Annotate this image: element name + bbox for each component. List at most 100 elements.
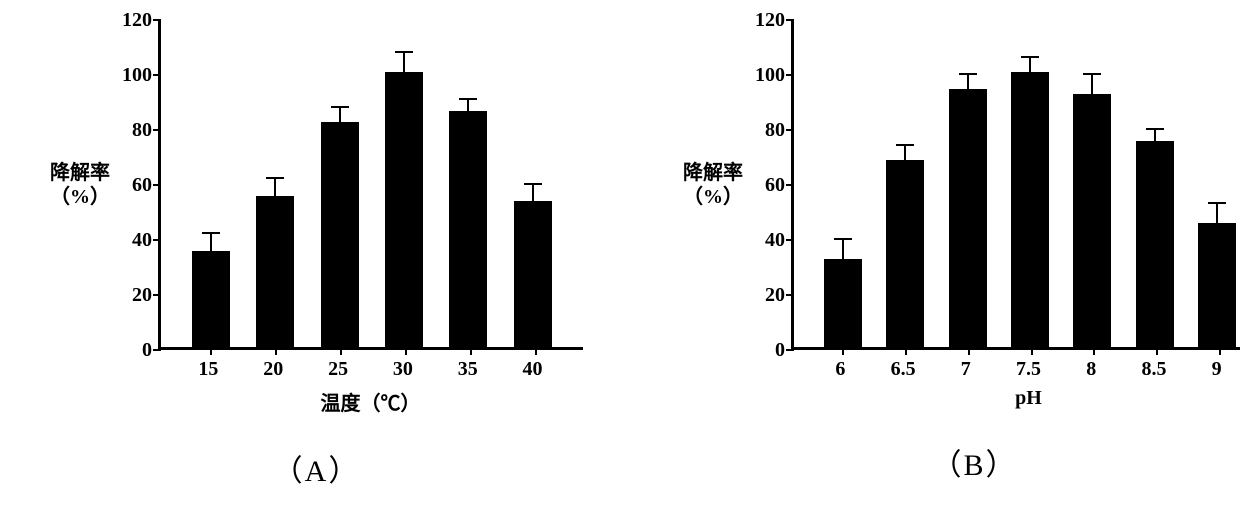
bar-slot: [874, 20, 936, 347]
y-tick-mark: [153, 19, 161, 21]
error-line: [842, 240, 844, 259]
bar-slot: [372, 20, 436, 347]
y-tick-mark: [153, 74, 161, 76]
bar: [824, 259, 862, 347]
bar-slot: [1186, 20, 1240, 347]
chart-a-plot-wrap: 152025303540 温度（℃）: [158, 20, 583, 416]
error-line: [904, 146, 906, 160]
bar-slot: [937, 20, 999, 347]
x-tick-label: 35: [435, 358, 500, 381]
bar-slot: [999, 20, 1061, 347]
chart-b: 降解率 （%） 120100806040200 66.577.588.59 pH…: [683, 20, 1240, 490]
error-bar: [202, 232, 220, 251]
error-line: [967, 75, 969, 89]
bar-slot: [1123, 20, 1185, 347]
x-tick-mark: [968, 347, 970, 355]
x-tick-mark: [1031, 347, 1033, 355]
chart-b-x-axis: 66.577.588.59: [791, 350, 1240, 381]
chart-a-bars: [161, 20, 583, 347]
chart-a-y-label-line1: 降解率: [50, 161, 110, 185]
bar: [1073, 94, 1111, 347]
error-line: [339, 108, 341, 122]
chart-b-y-label-line2: （%）: [683, 185, 743, 209]
error-bar: [1021, 56, 1039, 72]
error-bar: [1146, 128, 1164, 141]
bar: [449, 111, 487, 348]
y-tick-mark: [153, 349, 161, 351]
error-bar: [266, 177, 284, 196]
bar-slot: [179, 20, 243, 347]
chart-b-x-axis-label: pH: [791, 387, 1240, 410]
bar: [256, 196, 294, 347]
x-tick-mark: [405, 347, 407, 355]
error-bar: [896, 144, 914, 160]
x-tick-label: 40: [500, 358, 565, 381]
x-tick-mark: [535, 347, 537, 355]
y-tick-mark: [786, 239, 794, 241]
x-tick-mark: [470, 347, 472, 355]
bar-slot: [243, 20, 307, 347]
x-tick-mark: [210, 347, 212, 355]
chart-b-y-label-line1: 降解率: [683, 161, 743, 185]
chart-b-y-axis: 120100806040200: [751, 20, 791, 351]
error-line: [1029, 58, 1031, 72]
y-tick-mark: [153, 294, 161, 296]
x-tick-mark: [340, 347, 342, 355]
bar: [385, 72, 423, 347]
bar: [1011, 72, 1049, 347]
chart-b-plot-wrap: 66.577.588.59 pH: [791, 20, 1240, 410]
error-line: [403, 53, 405, 72]
error-bar: [459, 98, 477, 111]
x-tick-mark: [905, 347, 907, 355]
error-bar: [395, 51, 413, 72]
chart-b-y-label: 降解率 （%）: [683, 20, 743, 350]
x-tick-label: 20: [241, 358, 306, 381]
bar: [949, 89, 987, 348]
bar: [1136, 141, 1174, 347]
chart-b-panel-label: （B）: [931, 440, 1017, 484]
bar-slot: [308, 20, 372, 347]
bar: [321, 122, 359, 348]
error-line: [1154, 130, 1156, 141]
error-line: [467, 100, 469, 111]
bar: [514, 201, 552, 347]
error-line: [1091, 75, 1093, 94]
x-tick-label: 8.5: [1123, 358, 1186, 381]
x-tick-label: 9: [1185, 358, 1240, 381]
x-tick-label: 7.5: [997, 358, 1060, 381]
y-tick-mark: [153, 129, 161, 131]
chart-a-y-label: 降解率 （%）: [50, 20, 110, 350]
x-tick-label: 15: [176, 358, 241, 381]
y-tick-mark: [153, 239, 161, 241]
bar: [1198, 223, 1236, 347]
bar-slot: [501, 20, 565, 347]
error-bar: [331, 106, 349, 122]
y-tick-mark: [786, 129, 794, 131]
chart-a-panel-label: （A）: [273, 446, 361, 490]
x-tick-label: 6.5: [872, 358, 935, 381]
y-tick-mark: [786, 349, 794, 351]
bar-slot: [436, 20, 500, 347]
y-tick-mark: [786, 184, 794, 186]
x-tick-mark: [275, 347, 277, 355]
y-tick-mark: [786, 74, 794, 76]
error-line: [1216, 204, 1218, 223]
error-bar: [1208, 202, 1226, 223]
x-tick-label: 8: [1060, 358, 1123, 381]
y-tick-mark: [153, 184, 161, 186]
chart-b-body: 降解率 （%） 120100806040200 66.577.588.59 pH: [683, 20, 1240, 410]
charts-container: 降解率 （%） 120100806040200 152025303540 温度（…: [0, 0, 1240, 490]
x-tick-label: 30: [370, 358, 435, 381]
x-tick-label: 7: [934, 358, 997, 381]
y-tick-mark: [786, 19, 794, 21]
chart-b-bars: [794, 20, 1240, 347]
chart-a-x-axis: 152025303540: [158, 350, 583, 381]
error-bar: [1083, 73, 1101, 94]
chart-a-plot-area: [158, 20, 583, 350]
bar-slot: [1061, 20, 1123, 347]
x-tick-label: 6: [809, 358, 872, 381]
error-line: [532, 185, 534, 202]
chart-a-body: 降解率 （%） 120100806040200 152025303540 温度（…: [50, 20, 583, 416]
bar: [192, 251, 230, 347]
x-tick-mark: [1093, 347, 1095, 355]
